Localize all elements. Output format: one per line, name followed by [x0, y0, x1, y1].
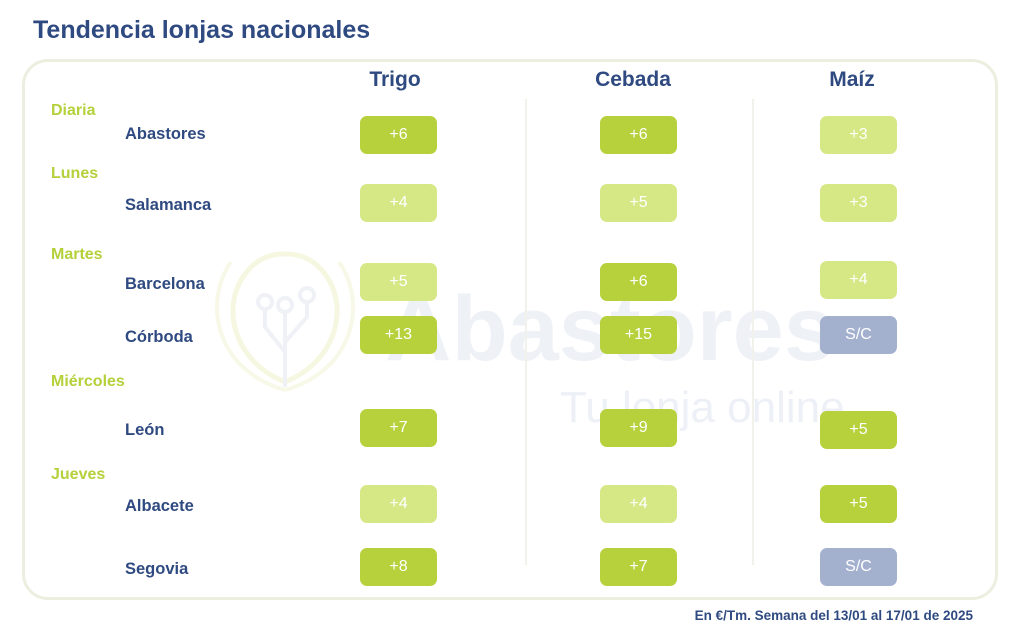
column-header-maiz: Maíz	[829, 68, 875, 91]
value-badge: +15	[600, 316, 677, 354]
value-badge: +6	[600, 263, 677, 301]
column-separator	[525, 99, 527, 565]
value-badge: +13	[360, 316, 437, 354]
value-badge: S/C	[820, 316, 897, 354]
value-badge: +8	[360, 548, 437, 586]
footer-note: En €/Tm. Semana del 13/01 al 17/01 de 20…	[694, 608, 973, 623]
page-title: Tendencia lonjas nacionales	[33, 16, 371, 44]
day-label-jueves: Jueves	[51, 466, 106, 483]
city-label-albacete: Albacete	[125, 497, 194, 515]
leaf-logo-icon	[215, 251, 355, 392]
value-badge: +5	[360, 263, 437, 301]
value-badge: +7	[600, 548, 677, 586]
city-label-segovia: Segovia	[125, 560, 189, 578]
value-badge: +5	[820, 485, 897, 523]
city-label-corboda: Córboda	[125, 328, 193, 346]
value-badge: S/C	[820, 548, 897, 586]
column-header-trigo: Trigo	[369, 68, 421, 91]
trend-table-card: Abastores Tu lonja online Trigo Cebada M…	[22, 59, 998, 600]
value-badge: +3	[820, 116, 897, 154]
day-label-martes: Martes	[51, 246, 103, 263]
value-badge: +7	[360, 409, 437, 447]
day-label-diaria: Diaria	[51, 102, 96, 119]
value-badge: +4	[360, 184, 437, 222]
column-separator	[752, 99, 754, 565]
value-badge: +4	[360, 485, 437, 523]
city-label-barcelona: Barcelona	[125, 275, 205, 293]
value-badge: +6	[600, 116, 677, 154]
value-badge: +4	[820, 261, 897, 299]
value-badge: +3	[820, 184, 897, 222]
column-header-cebada: Cebada	[595, 68, 671, 91]
city-label-leon: León	[125, 421, 165, 439]
value-badge: +5	[600, 184, 677, 222]
city-label-salamanca: Salamanca	[125, 196, 212, 214]
value-badge: +4	[600, 485, 677, 523]
value-badge: +6	[360, 116, 437, 154]
day-label-miercoles: Miércoles	[51, 373, 125, 390]
value-badge: +9	[600, 409, 677, 447]
city-label-abastores: Abastores	[125, 125, 206, 143]
value-badge: +5	[820, 411, 897, 449]
day-label-lunes: Lunes	[51, 165, 99, 182]
